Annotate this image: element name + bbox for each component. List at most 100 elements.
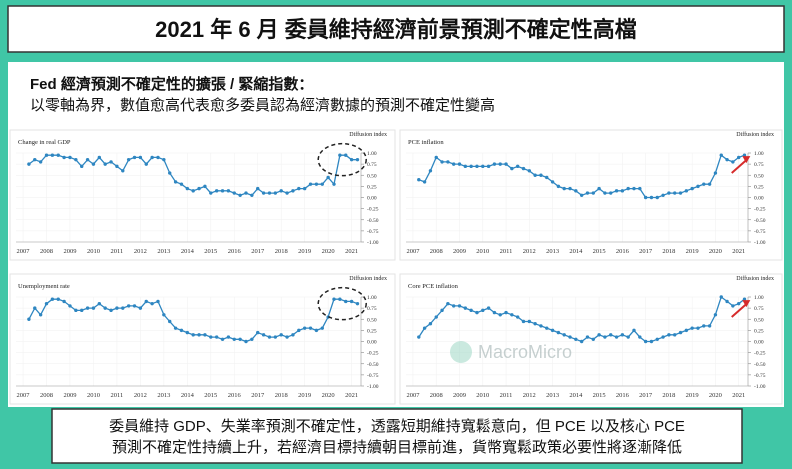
x-tick-label: 2020 [322,392,335,399]
subtitle: 以零軸為界，數值愈高代表愈多委員認為經濟數據的預測不確定性變高 [30,97,495,114]
x-tick-label: 2014 [569,248,583,255]
data-point [632,186,636,191]
data-point [144,162,148,166]
data-point [515,315,520,319]
x-tick-label: 2009 [453,392,466,399]
data-point [736,301,741,306]
data-point [126,157,131,162]
data-point [314,182,319,186]
data-point [285,191,289,195]
x-tick-label: 2020 [709,392,722,399]
x-tick-label: 2019 [686,248,699,255]
data-point [256,186,260,191]
data-point [220,189,225,193]
data-point [550,180,555,184]
x-tick-label: 2019 [298,392,311,399]
data-point [574,337,578,341]
y-tick-label: 1.00 [754,151,764,157]
data-point [731,160,735,164]
data-point [138,155,143,160]
x-tick-label: 2019 [298,248,311,255]
chart: Core PCE inflation Diffusion index 1.00 0.7… [399,273,783,405]
x-tick-label: 2008 [40,392,53,399]
data-point [707,324,712,328]
data-point [349,299,354,304]
data-point [238,337,242,341]
data-point [725,157,729,162]
data-point [481,164,485,169]
data-point [80,164,84,169]
y-tick-label: -1.00 [367,384,379,390]
data-point [492,162,497,166]
x-tick-label: 2016 [228,248,242,255]
data-point [308,182,313,186]
data-point [91,306,96,310]
data-point [579,339,584,344]
data-point [326,175,330,180]
data-point [62,299,66,304]
data-point [250,193,254,197]
data-point [684,328,689,333]
data-point [302,186,307,191]
data-point [50,297,55,301]
highlight-ellipse [317,142,367,177]
data-point [132,155,137,160]
trend-arrow [731,302,748,318]
data-point [422,326,427,330]
x-tick-label: 2017 [639,248,653,255]
x-tick-label: 2012 [523,392,536,399]
data-point [85,306,90,310]
data-point [446,160,450,164]
x-tick-label: 2013 [546,248,559,255]
data-point [349,157,354,162]
data-point [203,184,207,189]
data-point [314,328,319,333]
y-tick-label: 0.00 [367,340,377,346]
data-point [702,324,706,328]
x-tick-label: 2007 [406,248,420,255]
x-tick-label: 2010 [87,392,100,399]
data-point [297,328,301,333]
data-point [742,153,747,157]
y-axis-label: Diffusion index [349,131,387,138]
data-point [457,304,462,308]
data-point [126,304,131,308]
data-point [626,186,630,191]
data-point [620,189,625,193]
data-point [203,333,207,337]
data-point [649,195,654,200]
data-point [115,306,119,310]
data-point [261,191,266,195]
y-tick-label: 0.75 [367,306,377,312]
data-point [614,335,619,339]
data-point [428,322,433,326]
x-tick-label: 2009 [63,392,76,399]
chart-title: Core PCE inflation [408,283,459,290]
data-point [68,304,72,308]
y-tick-label: -0.75 [754,373,766,379]
watermark-icon [450,341,472,363]
data-point [44,153,49,157]
chart-frame [9,273,396,405]
x-tick-label: 2017 [251,248,265,255]
data-point [673,191,677,195]
data-point [632,328,636,333]
data-point [308,326,313,330]
data-point [244,339,248,344]
data-point [273,335,278,339]
data-point [597,186,601,191]
data-point [736,155,741,160]
data-point [27,162,31,166]
data-point [690,186,694,191]
chart-frame [9,129,396,261]
data-point [338,297,342,301]
data-point [498,162,502,166]
data-point [556,330,561,335]
data-point [521,319,526,324]
data-point [434,155,438,160]
data-point [475,310,479,315]
x-tick-label: 2020 [709,248,722,255]
data-point [279,333,283,337]
data-point [291,189,295,193]
x-tick-label: 2010 [476,392,489,399]
